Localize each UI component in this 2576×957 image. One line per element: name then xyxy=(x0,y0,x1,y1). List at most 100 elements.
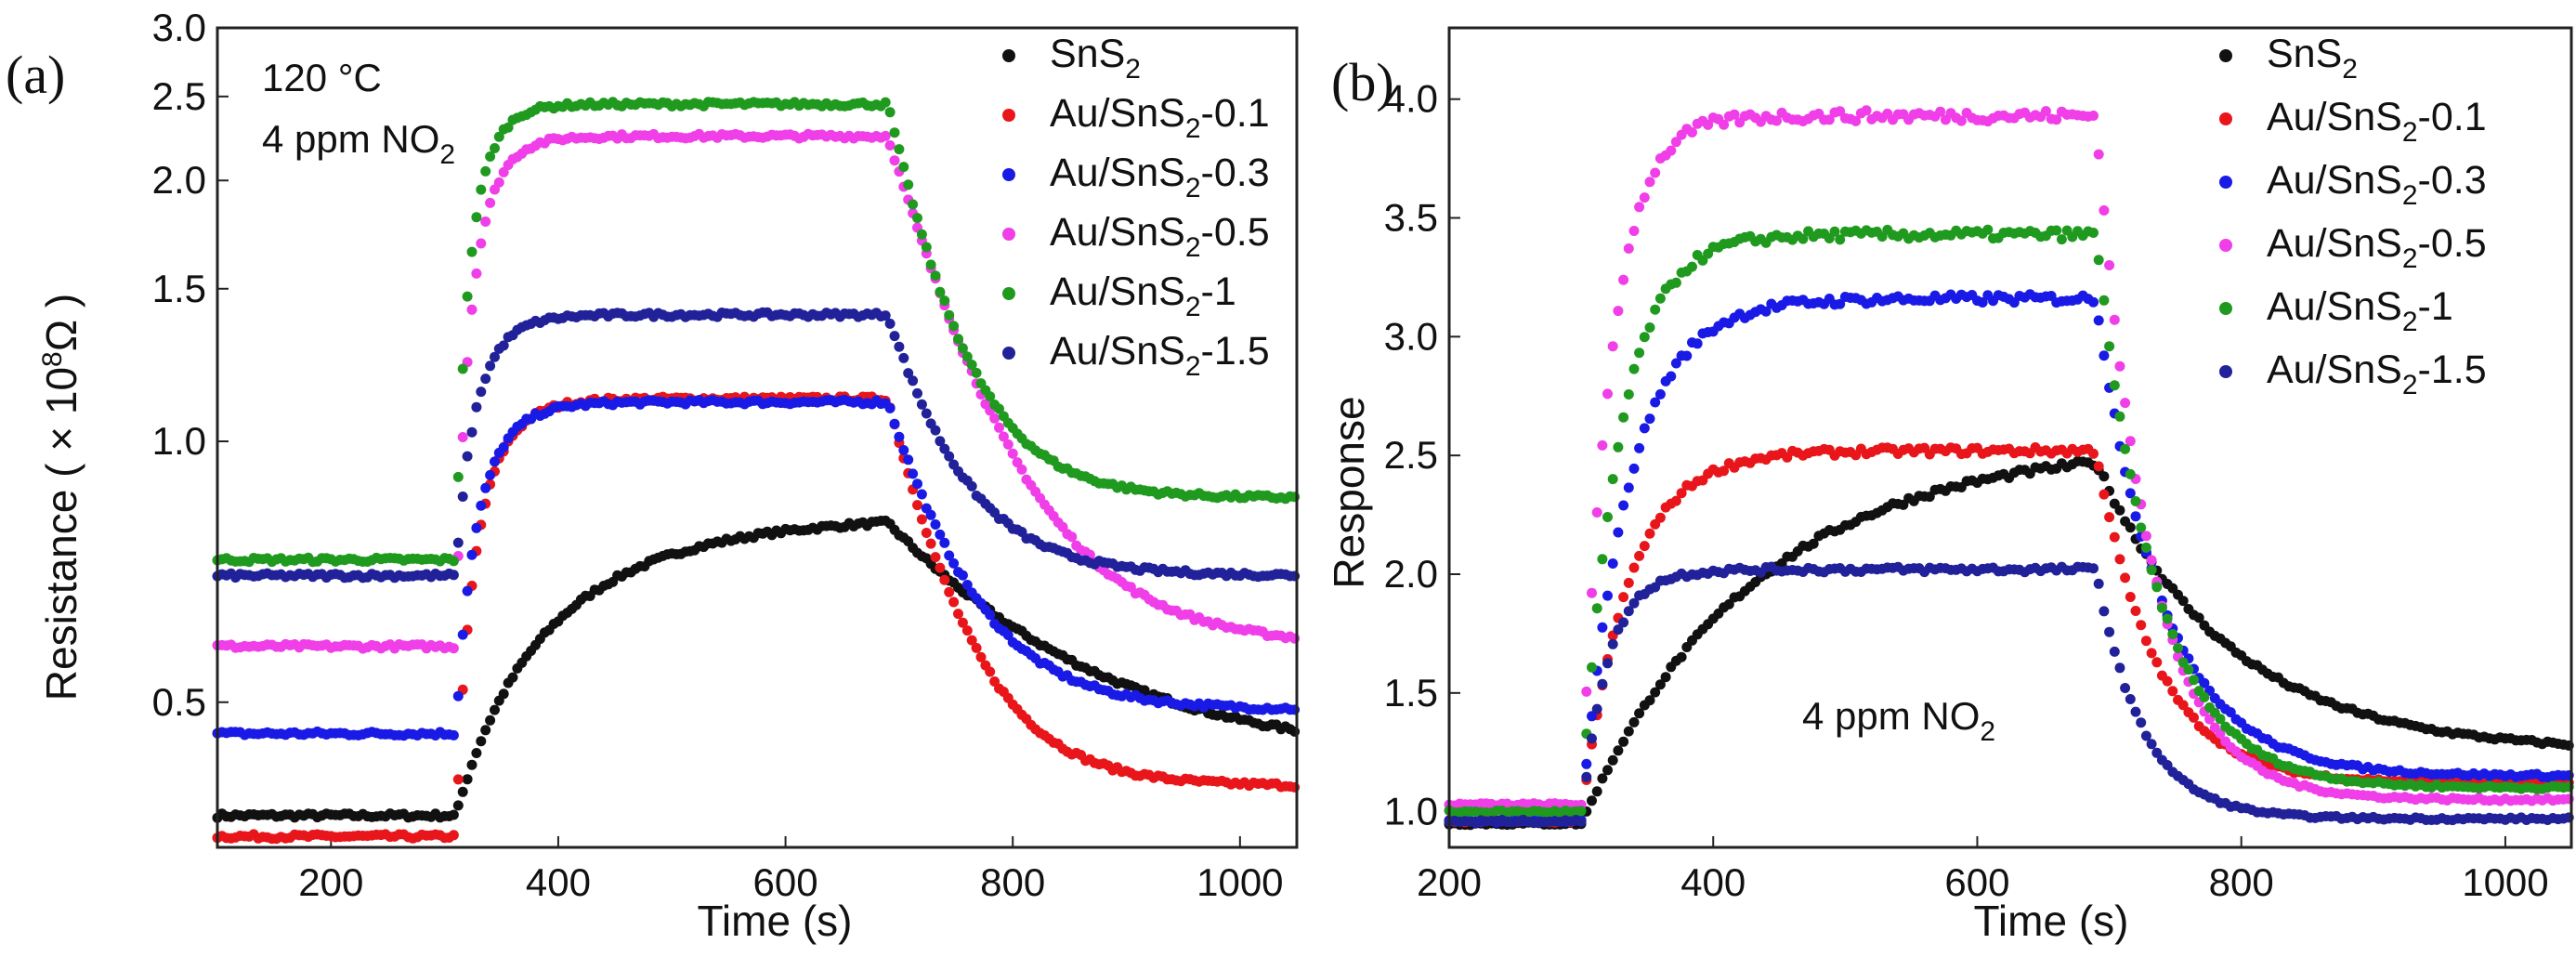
data-point xyxy=(985,391,996,402)
data-point xyxy=(2199,691,2210,702)
data-point xyxy=(1602,658,1613,669)
data-point xyxy=(1628,562,1640,573)
data-point xyxy=(2114,505,2125,516)
data-point xyxy=(994,422,1004,433)
data-point xyxy=(2177,596,2189,607)
data-point xyxy=(471,212,482,223)
data-point xyxy=(457,629,468,640)
data-point xyxy=(1654,388,1666,400)
legend-entry: Au/SnS2-1 xyxy=(2267,284,2453,337)
data-point xyxy=(1597,554,1608,565)
data-point xyxy=(466,759,477,770)
data-point xyxy=(1634,708,1645,719)
data-point xyxy=(2088,111,2099,121)
data-point xyxy=(889,418,900,429)
data-point xyxy=(2099,295,2110,306)
data-point xyxy=(944,451,955,462)
data-point xyxy=(485,197,496,208)
data-point xyxy=(925,259,936,270)
panel-a-data-points xyxy=(212,97,1301,845)
data-point xyxy=(2167,629,2178,639)
data-point xyxy=(1654,679,1666,690)
data-point xyxy=(957,570,968,581)
legend-marker xyxy=(1002,109,1015,122)
data-point xyxy=(2099,471,2110,482)
data-point xyxy=(462,585,473,596)
data-point xyxy=(1644,528,1655,539)
y-tick-label: 2.5 xyxy=(152,74,206,118)
data-point xyxy=(2151,657,2163,668)
data-point xyxy=(1982,224,1994,235)
data-point xyxy=(2125,436,2136,447)
data-point xyxy=(2093,255,2104,266)
data-point xyxy=(1650,167,1661,178)
data-point xyxy=(2099,350,2110,361)
data-point xyxy=(953,334,963,345)
data-point xyxy=(971,642,982,653)
data-point xyxy=(466,246,477,257)
data-point xyxy=(1654,293,1666,304)
panel-a-plot-frame xyxy=(216,26,1299,849)
data-point xyxy=(1719,465,1730,477)
data-point xyxy=(1660,672,1671,683)
data-point xyxy=(2125,694,2136,704)
data-point xyxy=(471,522,482,533)
data-point xyxy=(1654,512,1666,523)
data-point xyxy=(889,127,900,138)
data-point xyxy=(916,229,927,240)
data-point xyxy=(948,596,960,608)
data-point xyxy=(921,528,932,538)
data-point xyxy=(1623,606,1634,617)
panel-b-plot-frame xyxy=(1447,26,2573,849)
data-point xyxy=(476,500,487,511)
data-point xyxy=(1602,765,1613,776)
data-point xyxy=(1607,638,1618,649)
data-point xyxy=(961,580,973,590)
data-point xyxy=(994,403,1004,414)
data-point xyxy=(2125,488,2136,499)
data-point xyxy=(1613,441,1624,452)
data-point xyxy=(1628,226,1640,236)
data-point xyxy=(935,286,946,297)
data-point xyxy=(948,321,960,332)
series-au-sns2-0.3 xyxy=(1444,289,2574,828)
data-point xyxy=(925,509,936,520)
data-point xyxy=(985,666,996,677)
panel-a-tick-labels: 200 400 600 800 1000 0.5 1.0 1.5 2.0 2.5 3.0 xyxy=(152,6,1284,904)
data-point xyxy=(1798,233,1809,244)
data-point xyxy=(2177,700,2189,711)
data-point xyxy=(485,714,496,726)
data-point xyxy=(1835,234,1846,245)
panel-b-tick-labels: 200 400 600 800 1000 1.0 1.5 2.0 2.5 3.0 3.5 4.0 xyxy=(1384,77,2549,904)
data-point xyxy=(485,151,496,162)
data-point xyxy=(1639,332,1650,343)
panel-b-data-points xyxy=(1444,105,2574,831)
data-point xyxy=(493,131,504,142)
data-point xyxy=(490,143,500,153)
legend-marker xyxy=(1002,347,1015,360)
data-point xyxy=(971,367,982,378)
data-point xyxy=(930,270,941,282)
data-point xyxy=(1618,617,1629,628)
y-tick-label: 3.5 xyxy=(1384,196,1438,240)
data-point xyxy=(1829,226,1840,237)
data-point xyxy=(1581,771,1592,782)
data-point xyxy=(957,617,968,628)
data-point xyxy=(2199,677,2210,688)
series-au-sns2-1 xyxy=(1444,224,2574,819)
data-point xyxy=(908,375,919,387)
data-point xyxy=(2120,572,2131,583)
data-point xyxy=(2114,361,2125,372)
panel-a-y-axis-title: Resistance ( × 108Ω ) xyxy=(37,294,85,701)
data-point xyxy=(1670,495,1681,506)
data-point xyxy=(1955,115,1967,126)
y-tick-label: 1.5 xyxy=(152,267,206,310)
data-point xyxy=(912,478,922,490)
data-point xyxy=(1597,678,1608,689)
data-point xyxy=(1628,463,1640,474)
data-point xyxy=(2130,606,2141,616)
data-point xyxy=(2162,613,2173,624)
data-point xyxy=(2114,411,2125,422)
data-point xyxy=(894,144,905,155)
data-point xyxy=(1628,716,1640,728)
